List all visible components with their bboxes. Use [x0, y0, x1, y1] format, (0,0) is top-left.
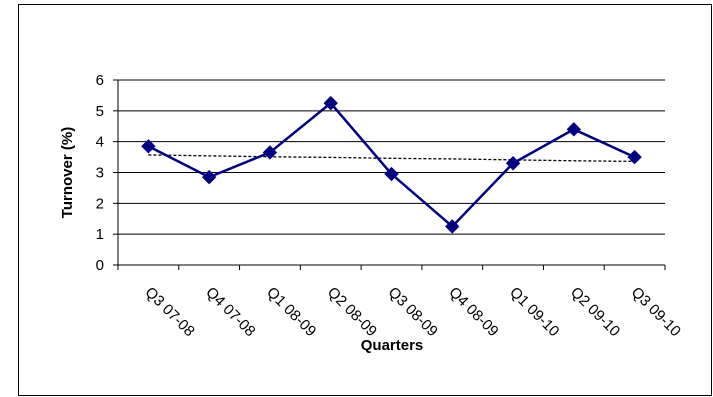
y-tick-label: 5: [96, 103, 104, 120]
trendline: [148, 154, 635, 163]
x-axis-title: Quarters: [361, 337, 424, 354]
y-axis-title: Turnover (%): [59, 127, 76, 218]
y-tick-labels: 0 1 2 3 4 5 6: [96, 72, 104, 274]
x-tick-label: Q3 08-09: [385, 284, 441, 340]
data-point-marker: [201, 169, 217, 185]
x-tick-label: Q1 08-09: [263, 284, 319, 340]
data-point-marker: [323, 95, 338, 111]
x-tick-label: Q3 09-10: [628, 284, 684, 340]
trendline-path: [148, 154, 635, 163]
data-point-marker: [445, 219, 460, 234]
y-tick-label: 4: [96, 134, 104, 151]
x-tick-label: Q2 09-10: [567, 284, 623, 340]
x-tick-label: Q4 07-08: [202, 284, 258, 340]
chart-frame: [18, 4, 712, 396]
data-point-marker: [384, 166, 399, 182]
y-tick-label: 1: [96, 226, 104, 243]
y-tick-label: 2: [96, 195, 104, 212]
data-point-marker: [566, 122, 582, 137]
series: [141, 95, 642, 234]
series-line: [147, 101, 636, 229]
axes: [113, 79, 666, 270]
data-point-marker: [627, 149, 642, 165]
data-point-marker: [141, 139, 156, 154]
x-tick-label: Q4 08-09: [445, 284, 501, 340]
y-tick-label: 3: [96, 165, 104, 182]
data-point-marker: [262, 145, 278, 160]
y-tick-label: 0: [96, 257, 104, 274]
x-tick-label: Q3 07-08: [142, 284, 198, 340]
x-tick-labels: Q3 07-08 Q4 07-08 Q1 08-09 Q2 08-09 Q3 08-09…: [142, 284, 684, 340]
x-tick-label: Q2 08-09: [324, 284, 380, 340]
x-tick-label: Q1 09-10: [506, 284, 562, 340]
gridlines: [118, 79, 665, 235]
y-tick-label: 6: [96, 72, 104, 89]
data-point-marker: [505, 156, 521, 171]
